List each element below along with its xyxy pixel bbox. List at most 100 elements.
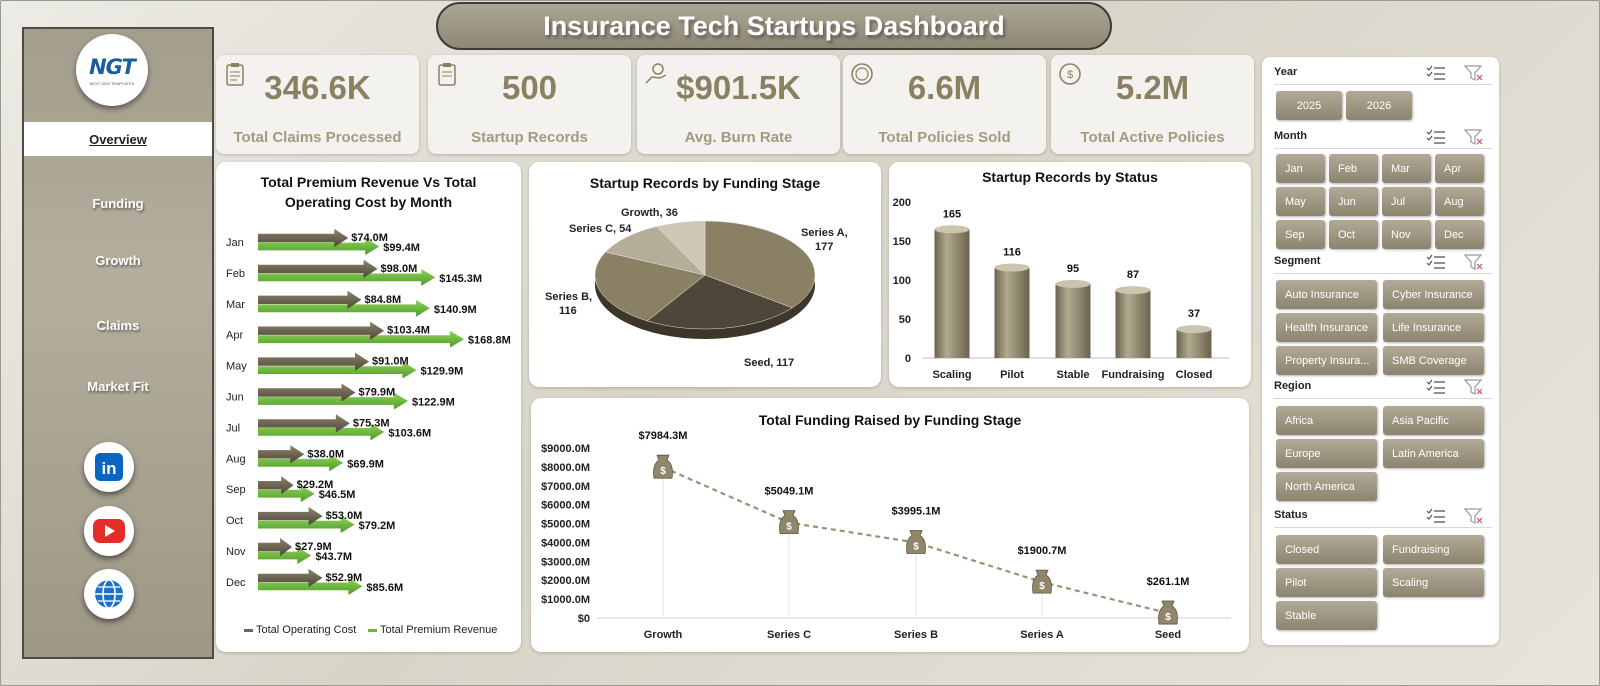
month-tick-label: Jan bbox=[226, 237, 244, 249]
pie-slice bbox=[656, 220, 706, 276]
cost-bar bbox=[258, 321, 385, 340]
slicer-item-month[interactable]: Sep bbox=[1276, 220, 1325, 249]
dashboard-title-bar: Insurance Tech Startups Dashboard bbox=[436, 2, 1112, 50]
chart-title: Startup Records by Status bbox=[982, 169, 1158, 185]
status-bar bbox=[1115, 290, 1151, 358]
clear-filter-icon[interactable] bbox=[1464, 378, 1484, 396]
website-button[interactable] bbox=[84, 569, 134, 619]
revenue-data-label: $69.9M bbox=[347, 458, 384, 470]
slicer-item-month[interactable]: Mar bbox=[1382, 154, 1431, 183]
slicer-item-month[interactable]: Jan bbox=[1276, 154, 1325, 183]
slicer-item-year[interactable]: 2026 bbox=[1346, 91, 1412, 120]
slicer-item-status[interactable]: Stable bbox=[1276, 601, 1377, 630]
revenue-bar bbox=[258, 547, 312, 564]
revenue-data-label: $46.5M bbox=[319, 489, 356, 501]
slicer-item-region[interactable]: North America bbox=[1276, 472, 1377, 501]
slicer-title: Year bbox=[1274, 66, 1298, 78]
cost-data-label: $27.9M bbox=[295, 541, 332, 553]
x-tick-label: Growth bbox=[644, 629, 683, 641]
slicer-item-month[interactable]: Aug bbox=[1435, 187, 1484, 216]
slicer-item-month[interactable]: Oct bbox=[1329, 220, 1378, 249]
clear-filter-icon[interactable] bbox=[1464, 128, 1484, 146]
nav-overview[interactable]: Overview bbox=[24, 122, 212, 156]
youtube-button[interactable] bbox=[84, 506, 134, 556]
clear-filter-icon[interactable] bbox=[1464, 507, 1484, 525]
pie-slice bbox=[604, 226, 706, 276]
cost-bar bbox=[258, 290, 362, 309]
x-tick-label: Fundraising bbox=[1102, 369, 1165, 381]
nav-growth[interactable]: Growth bbox=[95, 252, 141, 268]
kpi-label: Total Policies Sold bbox=[878, 129, 1011, 146]
funding-raised-panel: Total Funding Raised by Funding Stage $0… bbox=[531, 398, 1249, 652]
slicer-item-month[interactable]: Jul bbox=[1382, 187, 1431, 216]
slicer-item-month[interactable]: Feb bbox=[1329, 154, 1378, 183]
slicer-item-region[interactable]: Africa bbox=[1276, 406, 1377, 435]
slicer-item-month[interactable]: Dec bbox=[1435, 220, 1484, 249]
status-bar-top bbox=[1055, 279, 1091, 288]
slicer-item-month[interactable]: Apr bbox=[1435, 154, 1484, 183]
nav-funding[interactable]: Funding bbox=[92, 195, 144, 211]
nav-claims[interactable]: Claims bbox=[96, 317, 140, 333]
svg-text:$: $ bbox=[1067, 69, 1073, 81]
month-tick-label: Feb bbox=[226, 268, 245, 280]
records-clipboard-icon bbox=[438, 63, 456, 86]
revenue-data-label: $43.7M bbox=[315, 551, 352, 563]
clear-filter-icon[interactable] bbox=[1464, 64, 1484, 82]
slicer-item-segment[interactable]: SMB Coverage bbox=[1383, 346, 1484, 375]
filter-panel: Year 2025 2026 Month Jan Feb Mar Apr May Jun Jul Au… bbox=[1262, 57, 1499, 645]
slicer-item-segment[interactable]: Auto Insurance bbox=[1276, 280, 1377, 309]
slicer-item-region[interactable]: Asia Pacific bbox=[1383, 406, 1484, 435]
legend-label-revenue: Total Premium Revenue bbox=[380, 624, 497, 636]
slicer-item-year[interactable]: 2025 bbox=[1276, 91, 1342, 120]
svg-text:$: $ bbox=[1165, 612, 1171, 623]
slicer-item-segment[interactable]: Cyber Insurance bbox=[1383, 280, 1484, 309]
legend-label-cost: Total Operating Cost bbox=[256, 624, 356, 636]
status-data-label: 95 bbox=[1067, 263, 1079, 275]
slicer-item-month[interactable]: Jun bbox=[1329, 187, 1378, 216]
slicer-item-month[interactable]: Nov bbox=[1382, 220, 1431, 249]
revenue-bar bbox=[258, 361, 417, 379]
linkedin-button[interactable]: in bbox=[84, 442, 134, 492]
multi-select-icon[interactable] bbox=[1426, 378, 1446, 396]
slicer-title: Month bbox=[1274, 130, 1307, 142]
x-tick-label: Series C bbox=[767, 629, 811, 641]
cost-bar bbox=[258, 476, 294, 495]
pie-slice-label: Growth, 36 bbox=[621, 207, 678, 219]
slicer-item-segment[interactable]: Property Insura... bbox=[1276, 346, 1377, 375]
slicer-item-month[interactable]: May bbox=[1276, 187, 1325, 216]
money-bag-icon: $ bbox=[906, 530, 926, 554]
svg-text:in: in bbox=[101, 459, 116, 478]
slicer-item-status[interactable]: Closed bbox=[1276, 535, 1377, 564]
funding-data-label: $7984.3M bbox=[639, 430, 688, 442]
slicer-item-region[interactable]: Europe bbox=[1276, 439, 1377, 468]
slicer-item-segment[interactable]: Health Insurance bbox=[1276, 313, 1377, 342]
cost-data-label: $91.0M bbox=[372, 356, 409, 368]
multi-select-icon[interactable] bbox=[1426, 253, 1446, 271]
slicer-item-region[interactable]: Latin America bbox=[1383, 439, 1484, 468]
month-tick-label: Oct bbox=[226, 515, 243, 527]
cost-data-label: $52.9M bbox=[326, 572, 363, 584]
status-bar-top bbox=[994, 263, 1030, 272]
nav-market-fit[interactable]: Market Fit bbox=[87, 378, 149, 394]
kpi-card-claims: 346.6K Total Claims Processed bbox=[216, 55, 419, 154]
multi-select-icon[interactable] bbox=[1426, 128, 1446, 146]
y-tick-label: 0 bbox=[905, 353, 911, 365]
slicer-item-status[interactable]: Fundraising bbox=[1383, 535, 1484, 564]
y-tick-label: 50 bbox=[899, 314, 911, 326]
kpi-value: 6.6M bbox=[907, 69, 982, 106]
status-bar bbox=[1176, 329, 1212, 358]
cost-data-label: $53.0M bbox=[326, 510, 363, 522]
month-tick-label: May bbox=[226, 361, 247, 373]
revenue-data-label: $129.9M bbox=[420, 366, 463, 378]
slicer-item-status[interactable]: Scaling bbox=[1383, 568, 1484, 597]
slicer-item-status[interactable]: Pilot bbox=[1276, 568, 1377, 597]
kpi-value: 500 bbox=[501, 69, 558, 106]
multi-select-icon[interactable] bbox=[1426, 64, 1446, 82]
slicer-item-segment[interactable]: Life Insurance bbox=[1383, 313, 1484, 342]
multi-select-icon[interactable] bbox=[1426, 507, 1446, 525]
pie-slice-label: Series B, 116 bbox=[545, 291, 592, 317]
clear-filter-icon[interactable] bbox=[1464, 253, 1484, 271]
y-tick-label: $3000.0M bbox=[541, 556, 590, 568]
y-tick-label: $9000.0M bbox=[541, 443, 590, 455]
kpi-card-policies-sold: 6.6M Total Policies Sold bbox=[843, 55, 1046, 154]
